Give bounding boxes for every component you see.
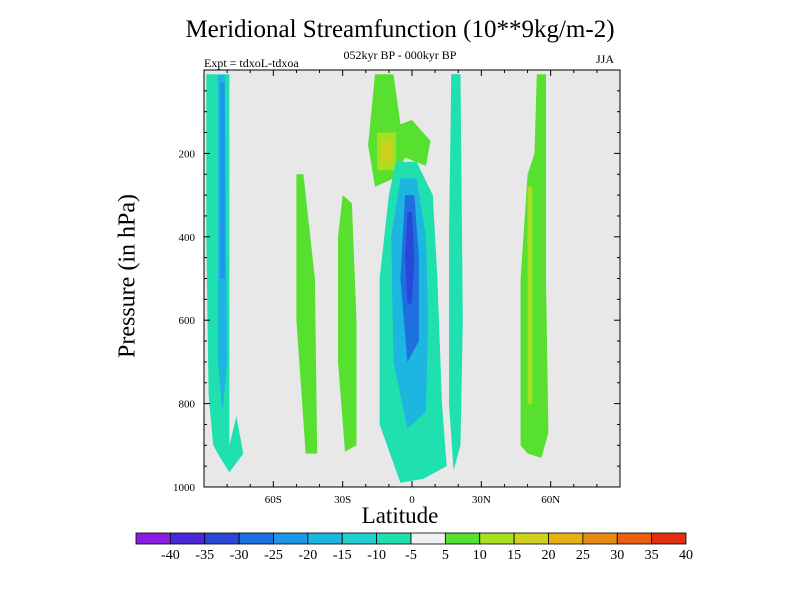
colorbar-swatch: [582, 532, 618, 545]
colorbar-label: 20: [542, 548, 556, 563]
colorbar-swatch: [616, 532, 653, 545]
colorbar-label: -30: [230, 548, 249, 563]
colorbar-label: -15: [333, 548, 352, 563]
chart-title: Meridional Streamfunction (10**9kg/m-2): [185, 16, 615, 43]
contour-region-11: [405, 211, 415, 304]
colorbar-swatch: [135, 532, 171, 545]
colorbar-label: 30: [610, 548, 624, 563]
x-tick-label: 60S: [265, 494, 282, 506]
season-label: JJA: [596, 52, 615, 66]
experiment-label: Expt = tdxoL-tdxoa: [204, 56, 299, 70]
colorbar-label: -40: [161, 548, 180, 563]
contour-region-14: [520, 74, 549, 458]
chart-subtitle: 052kyr BP - 000kyr BP: [343, 48, 457, 62]
contour-region-13: [451, 74, 459, 175]
colorbar-swatch: [548, 532, 584, 545]
x-tick-label: 0: [409, 494, 415, 506]
x-tick-label: 60N: [541, 494, 560, 506]
x-axis-label: Latitude: [361, 503, 439, 528]
y-tick-label: 200: [179, 148, 196, 160]
y-tick-label: 1000: [173, 482, 196, 494]
colorbar-label: 25: [576, 548, 590, 563]
colorbar-swatch: [169, 532, 206, 545]
colorbar-swatch: [513, 532, 549, 545]
colorbar-label: 40: [679, 548, 693, 563]
colorbar-swatch: [238, 532, 274, 545]
colorbar-label: 5: [442, 548, 449, 563]
colorbar-swatch: [479, 532, 515, 545]
colorbar-label: -35: [195, 548, 214, 563]
colorbar-label: 35: [645, 548, 659, 563]
colorbar-swatch: [444, 532, 481, 545]
colorbar-label: -25: [264, 548, 283, 563]
x-tick-label: 30S: [334, 494, 351, 506]
colorbar-swatch: [651, 532, 687, 545]
colorbar-swatch: [410, 532, 446, 545]
colorbar-label: 15: [507, 548, 521, 563]
y-tick-label: 800: [179, 399, 196, 411]
colorbar-swatch: [307, 532, 343, 545]
y-tick-label: 600: [179, 315, 196, 327]
colorbar-label: -20: [299, 548, 318, 563]
x-tick-label: 30N: [472, 494, 491, 506]
y-tick-label: 400: [179, 232, 196, 244]
contour-region-3: [296, 174, 318, 454]
contour-region-15: [527, 186, 533, 404]
colorbar-swatch: [273, 532, 309, 545]
colorbar-label: 10: [473, 548, 487, 563]
colorbar-label: -5: [405, 548, 417, 563]
contour-region-4: [338, 195, 357, 452]
colorbar-label: -10: [367, 548, 386, 563]
colorbar-swatch: [204, 532, 240, 545]
colorbar-swatch: [341, 532, 378, 545]
contour-region-7: [382, 140, 392, 162]
colorbar-swatch: [376, 532, 412, 545]
contour-region-2: [220, 82, 225, 279]
